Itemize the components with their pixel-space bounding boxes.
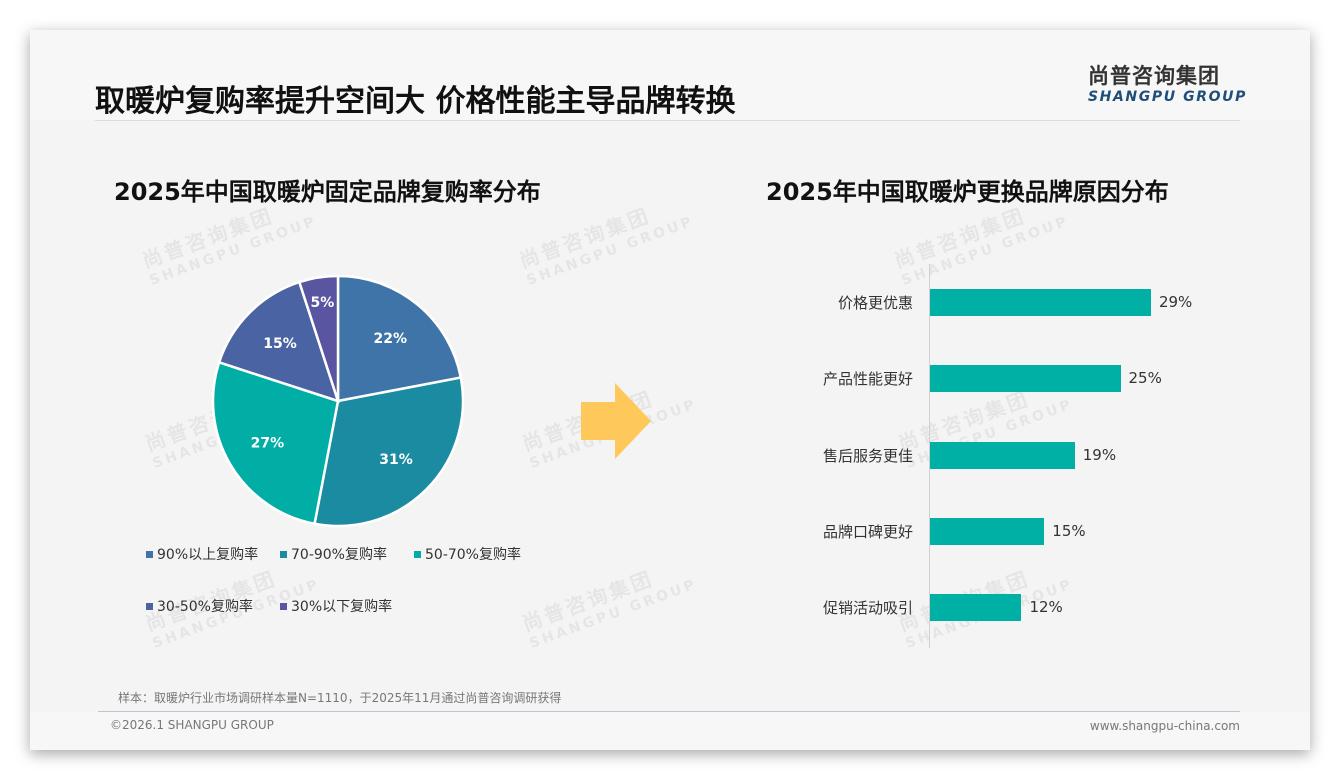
bar-value-label: 19% (1082, 446, 1117, 464)
bar-category-label: 售后服务更佳 (822, 447, 913, 465)
bar (930, 518, 1045, 545)
bar-category-label: 品牌口碑更好 (822, 523, 913, 541)
copyright: ©2026.1 SHANGPU GROUP (110, 718, 274, 732)
legend-label: 30%以下复购率 (291, 599, 393, 615)
legend-item: 50-70%复购率 (414, 544, 521, 564)
sample-note: 样本：取暖炉行业市场调研样本量N=1110，于2025年11月通过尚普咨询调研获… (118, 691, 562, 705)
footer-band (30, 712, 1310, 750)
bar-value-label: 25% (1128, 369, 1162, 387)
bar (930, 442, 1075, 469)
title-divider (95, 120, 1240, 121)
bar (930, 594, 1022, 621)
bar-value-label: 12% (1029, 598, 1063, 616)
logo-en: SHANGPU GROUP (1088, 89, 1247, 105)
bar-value-label: 29% (1158, 293, 1193, 311)
legend-label: 30-50%复购率 (157, 599, 253, 615)
website-link[interactable]: www.shangpu-china.com (1089, 719, 1240, 733)
bar-value-label: 15% (1052, 522, 1086, 540)
bar (930, 289, 1151, 316)
pie-slice (336, 274, 463, 403)
logo-cn: 尚普咨询集团 (1088, 64, 1220, 88)
legend-swatch (414, 550, 421, 558)
header-band (30, 30, 1310, 120)
legend-label: 70-90%复购率 (291, 547, 387, 563)
pie-slice-label: 5% (310, 295, 334, 311)
arrow-right-icon (581, 383, 651, 459)
pie-chart: 22% 31% 27% 15% 5% (211, 274, 465, 528)
bar-category-label: 价格更优惠 (837, 294, 913, 312)
pie-slice-label: 22% (374, 331, 408, 347)
bar (930, 365, 1121, 392)
legend-item: 30-50%复购率 (146, 596, 253, 616)
brand-logo: 尚普咨询集团 SHANGPU GROUP (1088, 64, 1247, 106)
pie-chart-title: 2025年中国取暖炉固定品牌复购率分布 (114, 178, 541, 206)
legend-item: 30%以下复购率 (280, 596, 392, 616)
legend-swatch (280, 602, 287, 610)
legend-item: 90%以上复购率 (146, 544, 258, 564)
pie-slice-label: 15% (263, 336, 297, 352)
legend-swatch (280, 550, 287, 558)
legend-item: 70-90%复购率 (280, 544, 387, 564)
pie-slice-label: 31% (379, 452, 413, 468)
legend-label: 90%以上复购率 (157, 547, 259, 563)
footer-divider (98, 711, 1240, 712)
legend-swatch (146, 602, 153, 610)
bar-chart-title: 2025年中国取暖炉更换品牌原因分布 (766, 178, 1169, 206)
bar-category-label: 促销活动吸引 (822, 599, 913, 617)
pie-slice-label: 27% (251, 436, 285, 452)
bar-chart-axis (929, 264, 930, 648)
slide: 尚普咨询集团 SHANGPU GROUP 尚普咨询集团 SHANGPU GROUP 尚普… (30, 30, 1310, 750)
legend-label: 50-70%复购率 (425, 547, 521, 563)
pie-slice (313, 376, 465, 528)
bar-category-label: 产品性能更好 (822, 370, 913, 388)
pie-slice (297, 274, 340, 402)
legend-swatch (146, 550, 153, 558)
page-title: 取暖炉复购率提升空间大 价格性能主导品牌转换 (95, 84, 736, 119)
pie-slice (211, 360, 340, 526)
